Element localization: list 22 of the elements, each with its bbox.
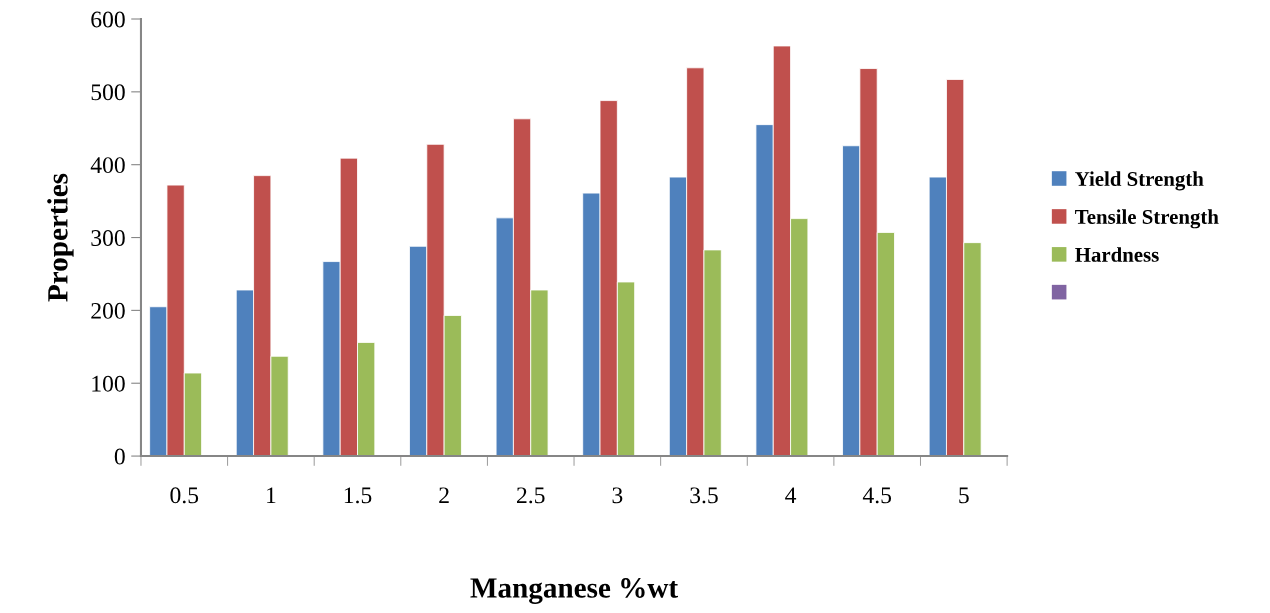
y-tick-label: 400 xyxy=(90,157,125,174)
legend-label: Yield Strength xyxy=(1075,171,1204,191)
x-tick-label: 3 xyxy=(612,487,623,504)
x-tick-label: 3.5 xyxy=(690,487,718,504)
y-tick-label: 100 xyxy=(92,375,125,392)
y-tick-label: 200 xyxy=(91,302,125,319)
y-tick-label: 600 xyxy=(91,11,125,28)
y-axis-title: Properties xyxy=(47,173,74,302)
legend-label: Tensile Strength xyxy=(1075,209,1219,229)
x-tick-label: 2.5 xyxy=(517,487,545,504)
x-tick-label: 0.5 xyxy=(170,487,199,504)
y-tick-label: 0 xyxy=(114,448,125,465)
y-tick-label: 500 xyxy=(91,84,125,101)
y-tick-label: 300 xyxy=(91,230,125,246)
x-tick-label: 4 xyxy=(785,487,797,504)
x-tick-label: 1 xyxy=(267,487,276,504)
x-tick-label: 5 xyxy=(959,487,969,504)
x-axis-title: Manganese %wt xyxy=(470,578,679,604)
x-tick-label: 2 xyxy=(439,487,449,504)
legend-label: Hardness xyxy=(1075,247,1159,262)
x-tick-label: 4.5 xyxy=(862,487,892,504)
x-tick-label: 1.5 xyxy=(344,487,372,504)
